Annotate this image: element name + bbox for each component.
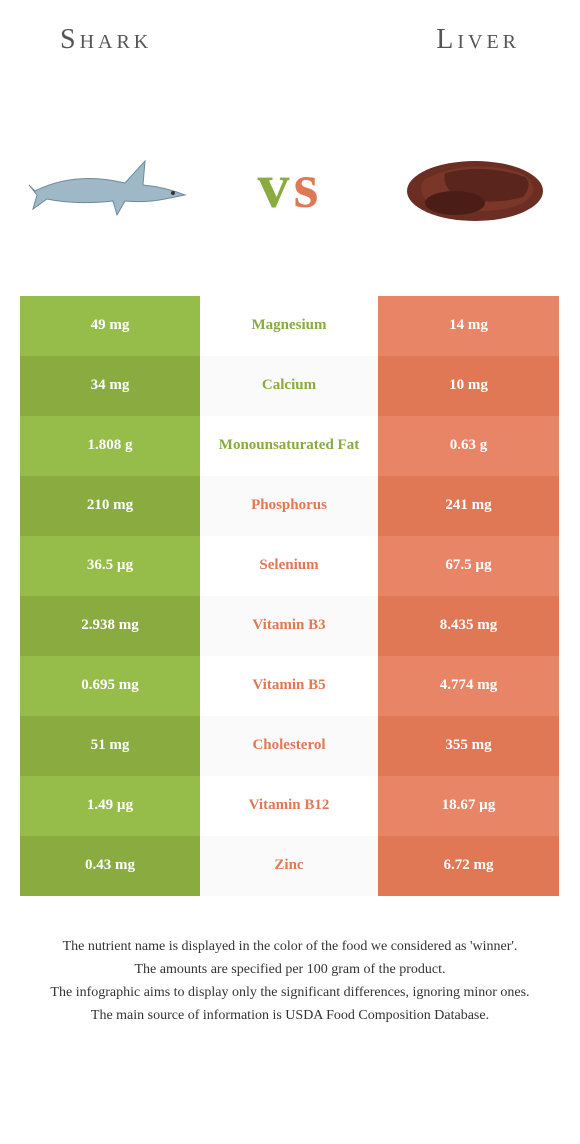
footer-line: The amounts are specified per 100 gram o… (24, 959, 556, 980)
table-row: 51 mgCholesterol355 mg (20, 716, 560, 776)
table-row: 0.695 mgVitamin B54.774 mg (20, 656, 560, 716)
vs-label: vs (258, 149, 323, 223)
table-row: 1.49 µgVitamin B1218.67 µg (20, 776, 560, 836)
cell-left-value: 0.43 mg (20, 836, 200, 896)
cell-nutrient-name: Vitamin B12 (200, 776, 378, 836)
footer-line: The main source of information is USDA F… (24, 1005, 556, 1026)
cell-left-value: 210 mg (20, 476, 200, 536)
cell-left-value: 2.938 mg (20, 596, 200, 656)
footer-notes: The nutrient name is displayed in the co… (0, 896, 580, 1026)
cell-right-value: 14 mg (378, 296, 559, 356)
cell-left-value: 0.695 mg (20, 656, 200, 716)
cell-nutrient-name: Selenium (200, 536, 378, 596)
cell-left-value: 1.808 g (20, 416, 200, 476)
cell-right-value: 0.63 g (378, 416, 559, 476)
cell-right-value: 4.774 mg (378, 656, 559, 716)
table-row: 2.938 mgVitamin B38.435 mg (20, 596, 560, 656)
cell-nutrient-name: Magnesium (200, 296, 378, 356)
cell-left-value: 51 mg (20, 716, 200, 776)
shark-image (20, 136, 200, 236)
cell-nutrient-name: Phosphorus (200, 476, 378, 536)
table-row: 1.808 gMonounsaturated Fat0.63 g (20, 416, 560, 476)
cell-left-value: 34 mg (20, 356, 200, 416)
cell-right-value: 10 mg (378, 356, 559, 416)
cell-nutrient-name: Vitamin B3 (200, 596, 378, 656)
vs-v: v (258, 150, 294, 221)
footer-line: The infographic aims to display only the… (24, 982, 556, 1003)
cell-right-value: 18.67 µg (378, 776, 559, 836)
footer-line: The nutrient name is displayed in the co… (24, 936, 556, 957)
cell-nutrient-name: Calcium (200, 356, 378, 416)
cell-right-value: 8.435 mg (378, 596, 559, 656)
table-row: 34 mgCalcium10 mg (20, 356, 560, 416)
vs-s: s (294, 150, 323, 221)
cell-right-value: 355 mg (378, 716, 559, 776)
cell-left-value: 49 mg (20, 296, 200, 356)
liver-image (380, 136, 560, 236)
cell-left-value: 1.49 µg (20, 776, 200, 836)
table-row: 210 mgPhosphorus241 mg (20, 476, 560, 536)
cell-right-value: 67.5 µg (378, 536, 559, 596)
cell-left-value: 36.5 µg (20, 536, 200, 596)
table-row: 0.43 mgZinc6.72 mg (20, 836, 560, 896)
cell-nutrient-name: Vitamin B5 (200, 656, 378, 716)
table-row: 36.5 µgSelenium67.5 µg (20, 536, 560, 596)
cell-nutrient-name: Cholesterol (200, 716, 378, 776)
table-row: 49 mgMagnesium14 mg (20, 296, 560, 356)
cell-nutrient-name: Monounsaturated Fat (200, 416, 378, 476)
vs-row: vs (0, 56, 580, 296)
header-left: Shark (60, 24, 152, 56)
cell-right-value: 6.72 mg (378, 836, 559, 896)
header: Shark Liver (0, 0, 580, 56)
cell-nutrient-name: Zinc (200, 836, 378, 896)
comparison-table: 49 mgMagnesium14 mg34 mgCalcium10 mg1.80… (20, 296, 560, 896)
header-right: Liver (436, 24, 520, 56)
cell-right-value: 241 mg (378, 476, 559, 536)
